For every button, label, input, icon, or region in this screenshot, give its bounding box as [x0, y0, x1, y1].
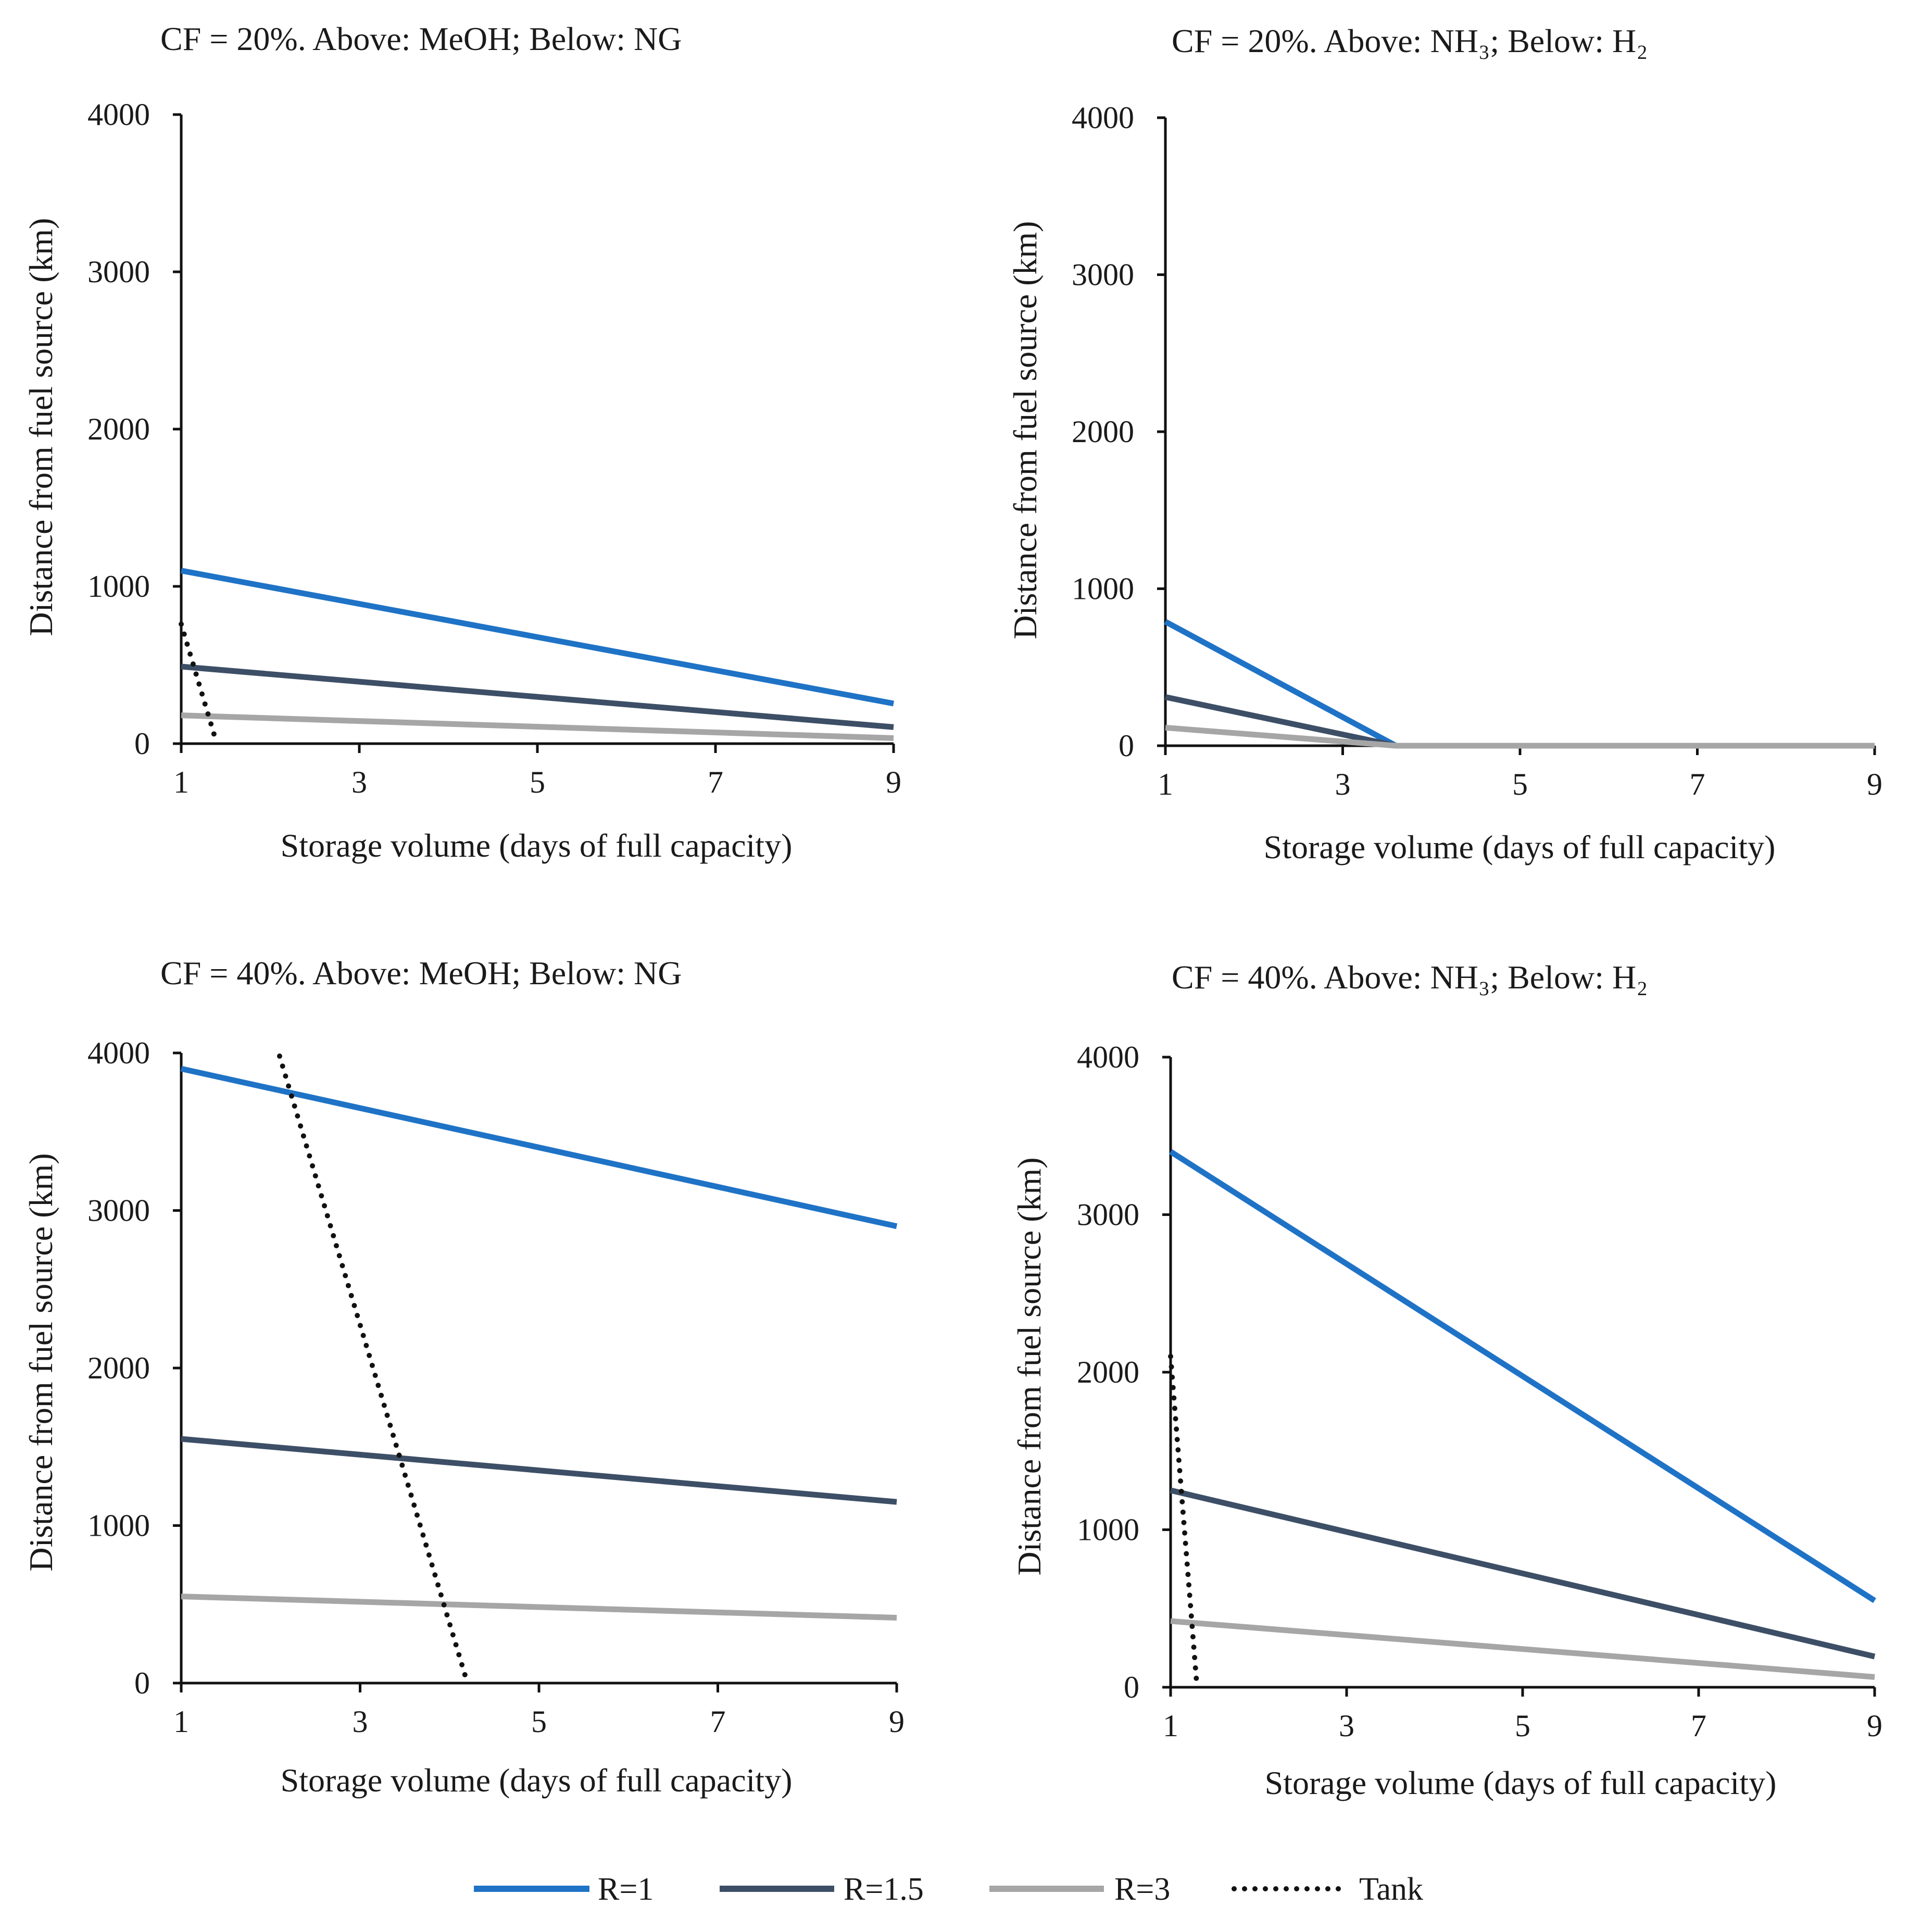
y-tick-label: 1000 [87, 569, 150, 604]
series-line-r-1 [180, 1065, 898, 1230]
plot-area: 0 1000 2000 3000 4000 1 3 5 7 9 [87, 97, 901, 799]
panel-cf20-meoh-ng: CF = 20%. Above: MeOH; Below: NG Distanc… [22, 20, 901, 864]
x-tick-label: 3 [1339, 1709, 1354, 1743]
x-tick-label: 1 [173, 765, 189, 799]
x-tick-label: 9 [1867, 767, 1882, 801]
y-axis-label: Distance from fuel source (km) [22, 1153, 59, 1571]
y-tick-label: 4000 [87, 97, 150, 132]
series-line-r-1 [1169, 1149, 1876, 1603]
series-line-r-3 [1170, 1618, 1875, 1680]
y-tick-label: 2000 [87, 1351, 150, 1385]
series-line-tank [1168, 1353, 1200, 1690]
y-tick-label: 2000 [1077, 1355, 1139, 1389]
plot-area: 0 1000 2000 3000 4000 1 3 5 7 9 [87, 1036, 905, 1739]
panel-title: CF = 20%. Above: MeOH; Below: NG [160, 20, 682, 57]
y-tick-label: 0 [134, 726, 150, 761]
y-tick-label: 4000 [1077, 1040, 1139, 1074]
x-tick-label: 7 [710, 1704, 726, 1739]
y-tick-label: 0 [1124, 1670, 1139, 1704]
x-tick-label: 1 [1163, 1709, 1178, 1743]
x-axis-label: Storage volume (days of full capacity) [1264, 829, 1776, 865]
y-tick-label: 0 [1119, 729, 1134, 763]
x-tick-label: 1 [173, 1704, 189, 1739]
series-line-r-1-5 [181, 663, 894, 730]
x-tick-label: 5 [1512, 767, 1528, 801]
panel-title: CF = 40%. Above: NH₃; Below: H₂ [1172, 959, 1648, 996]
series-line-r-3 [181, 712, 894, 741]
x-tick-label: 9 [1867, 1709, 1882, 1743]
y-tick-label: 4000 [1072, 101, 1134, 135]
y-tick-label: 1000 [87, 1509, 150, 1543]
series-line-tank [179, 621, 220, 746]
legend-label-r1-5: R=1.5 [844, 1872, 924, 1907]
x-axis-label: Storage volume (days of full capacity) [1265, 1764, 1777, 1801]
series-line-r-3 [1165, 724, 1875, 749]
y-axis-label: Distance from fuel source (km) [22, 218, 59, 636]
legend-label-tank: Tank [1359, 1872, 1423, 1907]
x-tick-label: 7 [1691, 1709, 1706, 1743]
series-line-r-1-5 [1170, 1487, 1876, 1660]
x-tick-label: 1 [1158, 767, 1173, 801]
x-tick-label: 5 [531, 1704, 547, 1739]
x-tick-label: 3 [353, 1704, 368, 1739]
y-tick-label: 3000 [87, 255, 150, 289]
y-axis-label: Distance from fuel source (km) [1011, 1157, 1048, 1575]
x-tick-label: 3 [1335, 767, 1351, 801]
x-tick-label: 3 [351, 765, 367, 799]
legend: R=1 R=1.5 R=3 Tank [474, 1872, 1423, 1907]
x-tick-label: 5 [530, 765, 545, 799]
panel-title: CF = 20%. Above: NH₃; Below: H₂ [1172, 22, 1648, 59]
y-tick-label: 3000 [87, 1194, 150, 1228]
x-tick-label: 7 [708, 765, 723, 799]
y-tick-label: 3000 [1072, 258, 1134, 292]
y-tick-label: 4000 [87, 1036, 150, 1070]
panel-cf40-meoh-ng: CF = 40%. Above: MeOH; Below: NG Distanc… [22, 955, 905, 1799]
y-tick-label: 1000 [1077, 1513, 1139, 1547]
series-line-r-1-5 [181, 1436, 897, 1505]
y-tick-label: 1000 [1072, 572, 1134, 606]
panel-cf20-nh3-h2: CF = 20%. Above: NH₃; Below: H₂ Distance… [1007, 22, 1882, 865]
y-tick-label: 2000 [87, 412, 150, 446]
x-tick-label: 9 [886, 765, 901, 799]
x-axis-label: Storage volume (days of full capacity) [281, 827, 793, 864]
y-tick-label: 3000 [1077, 1198, 1139, 1232]
plot-area: 0 1000 2000 3000 4000 1 3 5 7 9 [1072, 101, 1882, 801]
series-line-r-3 [181, 1594, 897, 1621]
series-line-r-1 [180, 568, 895, 707]
x-tick-label: 5 [1515, 1709, 1530, 1743]
legend-label-r1: R=1 [598, 1872, 654, 1907]
x-tick-label: 7 [1690, 767, 1705, 801]
x-tick-label: 9 [889, 1704, 905, 1739]
panel-cf40-nh3-h2: CF = 40%. Above: NH₃; Below: H₂ Distance… [1011, 959, 1882, 1801]
legend-label-r3: R=3 [1114, 1872, 1170, 1907]
panel-title: CF = 40%. Above: MeOH; Below: NG [160, 955, 682, 992]
plot-area: 0 1000 2000 3000 4000 1 3 5 7 9 [1077, 1040, 1882, 1743]
y-tick-label: 2000 [1072, 415, 1134, 449]
y-axis-label: Distance from fuel source (km) [1007, 221, 1044, 639]
y-tick-label: 0 [134, 1666, 150, 1700]
x-axis-label: Storage volume (days of full capacity) [281, 1762, 793, 1799]
